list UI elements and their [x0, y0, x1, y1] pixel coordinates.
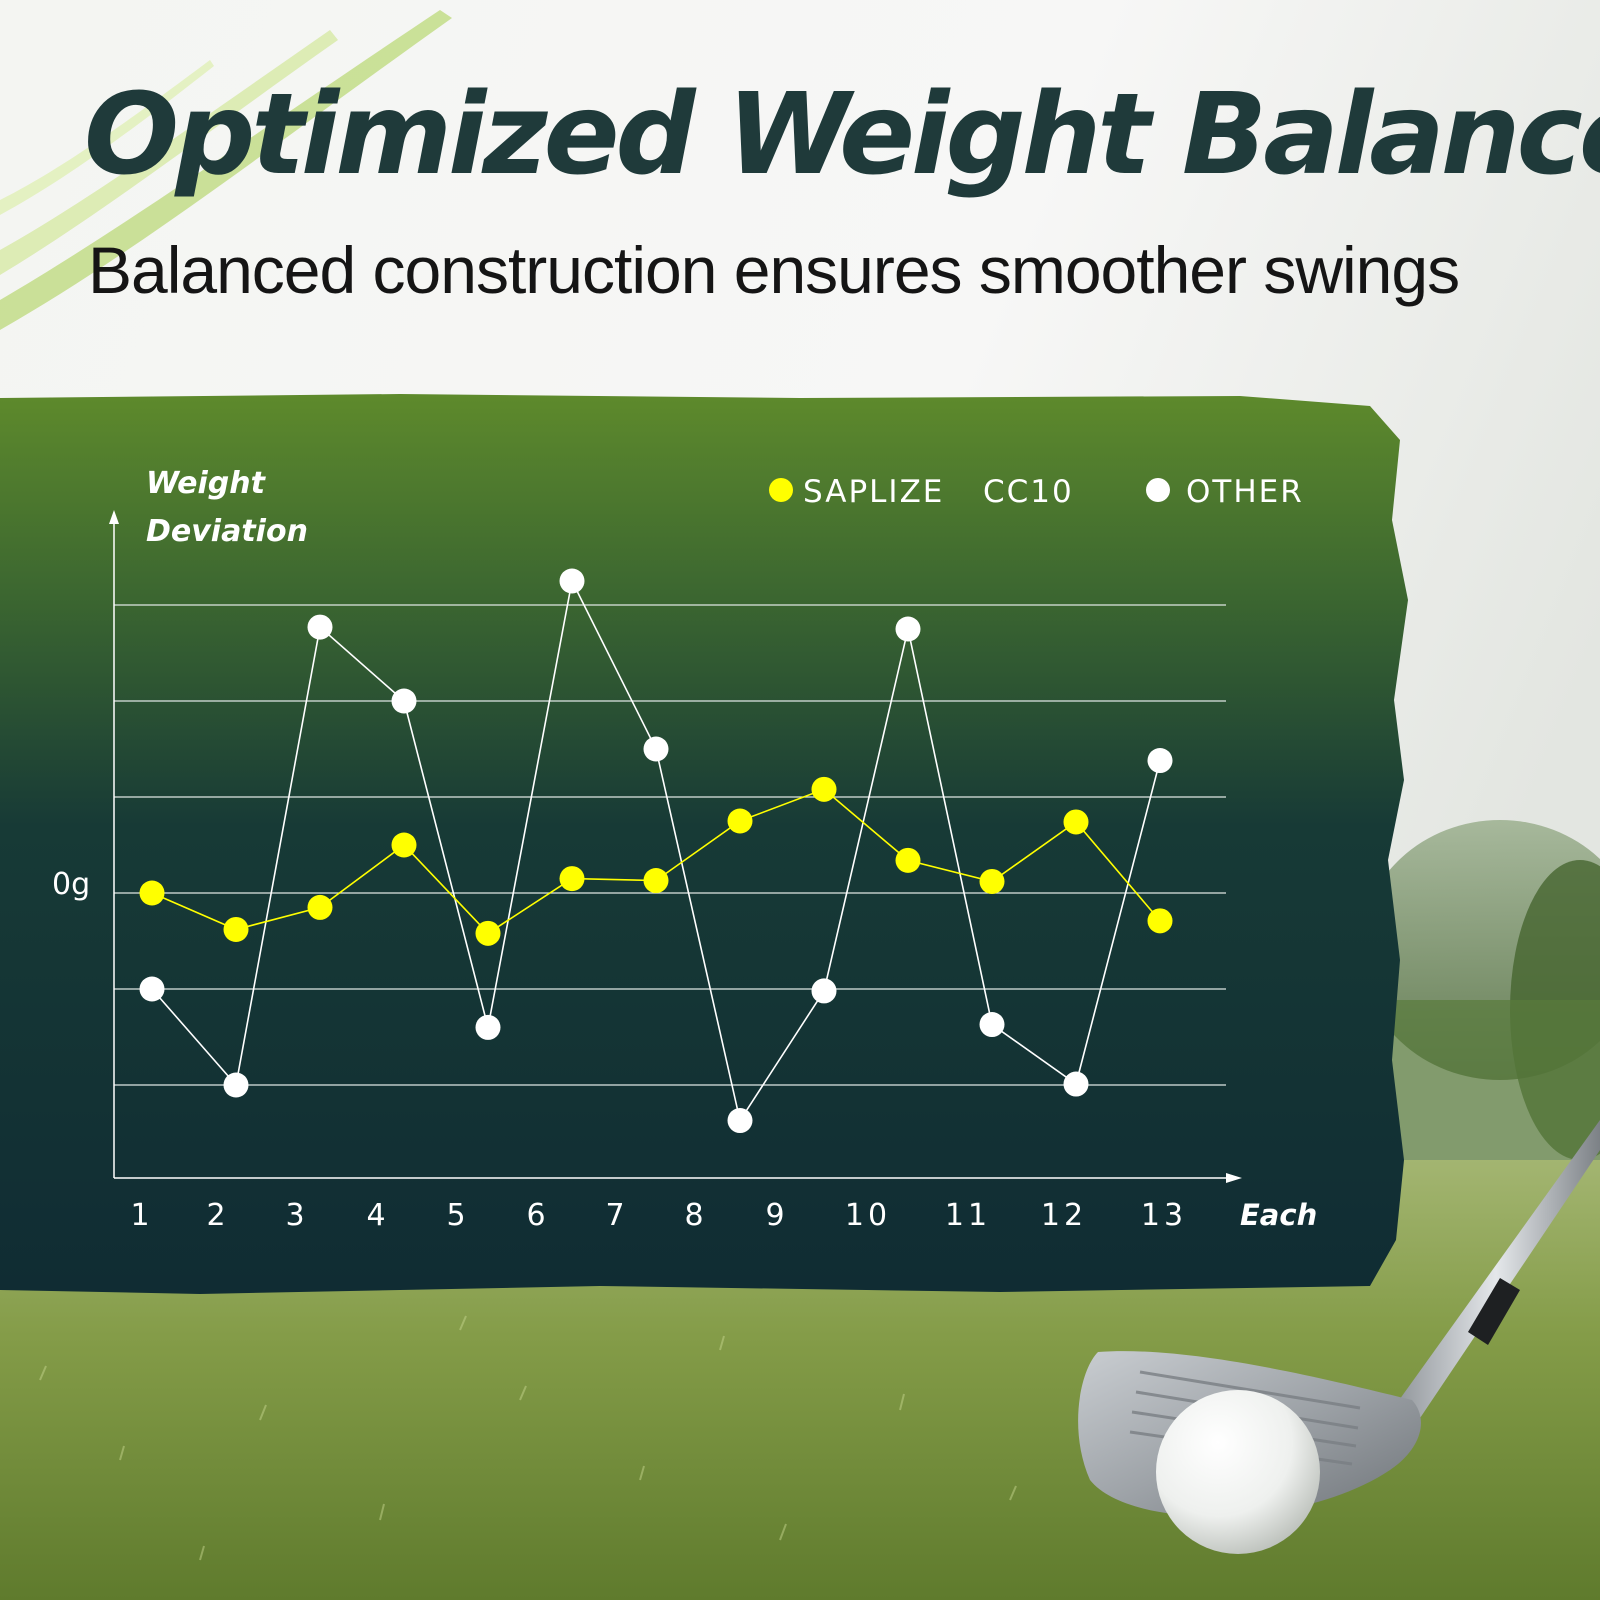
data-point-saplize-9	[811, 776, 837, 802]
data-point-other-2	[223, 1072, 249, 1098]
data-point-saplize-1	[139, 880, 165, 906]
page-title: Optimized Weight Balance	[84, 70, 1600, 200]
data-point-other-8	[727, 1108, 753, 1134]
x-tick-label-2: 2	[206, 1198, 229, 1233]
x-tick-label-9: 9	[765, 1198, 788, 1233]
golf-ball-illustration	[1156, 1390, 1320, 1554]
x-tick-label-13: 13	[1141, 1198, 1187, 1233]
y-axis-label-line-2: Deviation	[146, 514, 308, 549]
data-point-saplize-12	[1063, 809, 1089, 835]
data-point-saplize-8	[727, 808, 753, 834]
data-point-saplize-7	[643, 868, 669, 894]
x-tick-label-12: 12	[1041, 1198, 1087, 1233]
grass-texture	[39, 1315, 1017, 1561]
data-point-other-3	[307, 614, 333, 640]
y-axis-label-line-1: Weight	[146, 466, 267, 501]
chart-legend: SAPLIZE CC10 OTHER	[769, 474, 1304, 510]
grass-streaks-decoration	[0, 10, 452, 330]
data-point-other-5	[475, 1014, 501, 1040]
data-point-other-13	[1147, 748, 1173, 774]
zero-baseline-label: 0g	[52, 867, 90, 902]
legend-label-saplize-part-2: CC10	[983, 474, 1074, 510]
legend-label-other: OTHER	[1186, 474, 1304, 510]
legend-marker-saplize	[769, 478, 793, 502]
x-axis-label: Each	[1240, 1198, 1317, 1232]
trees-background	[1360, 820, 1600, 1170]
data-point-saplize-2	[223, 916, 249, 942]
data-point-saplize-11	[979, 868, 1005, 894]
x-tick-label-10: 10	[845, 1198, 891, 1233]
data-point-saplize-4	[391, 832, 417, 858]
x-axis-arrow	[1226, 1173, 1242, 1183]
data-point-saplize-5	[475, 920, 501, 946]
x-tick-label-8: 8	[684, 1198, 707, 1233]
series-points	[139, 568, 1173, 1134]
x-tick-labels: 1 2 3 4 5 6 7 8 9 10 11 12 13	[130, 1198, 1187, 1233]
data-point-saplize-3	[307, 894, 333, 920]
y-axis-arrow	[109, 510, 119, 524]
data-point-other-10	[895, 616, 921, 642]
page-subtitle: Balanced construction ensures smoother s…	[88, 233, 1460, 307]
data-point-other-6	[559, 568, 585, 594]
data-point-other-11	[979, 1012, 1005, 1038]
x-tick-label-4: 4	[366, 1198, 389, 1233]
legend-marker-other	[1146, 478, 1170, 502]
legend-label-saplize-part-1: SAPLIZE	[803, 474, 944, 510]
x-tick-label-7: 7	[605, 1198, 628, 1233]
x-tick-label-11: 11	[945, 1198, 991, 1233]
x-tick-label-6: 6	[526, 1198, 549, 1233]
data-point-saplize-10	[895, 847, 921, 873]
data-point-other-12	[1063, 1071, 1089, 1097]
data-point-other-1	[139, 976, 165, 1002]
x-tick-label-5: 5	[446, 1198, 469, 1233]
x-tick-label-1: 1	[130, 1198, 153, 1233]
x-tick-label-3: 3	[285, 1198, 308, 1233]
data-point-other-4	[391, 688, 417, 714]
data-point-saplize-13	[1147, 908, 1173, 934]
data-point-other-9	[811, 978, 837, 1004]
data-point-other-7	[643, 736, 669, 762]
chart-axes	[109, 510, 1242, 1183]
grid-lines	[114, 604, 1226, 1086]
data-point-saplize-6	[559, 866, 585, 892]
